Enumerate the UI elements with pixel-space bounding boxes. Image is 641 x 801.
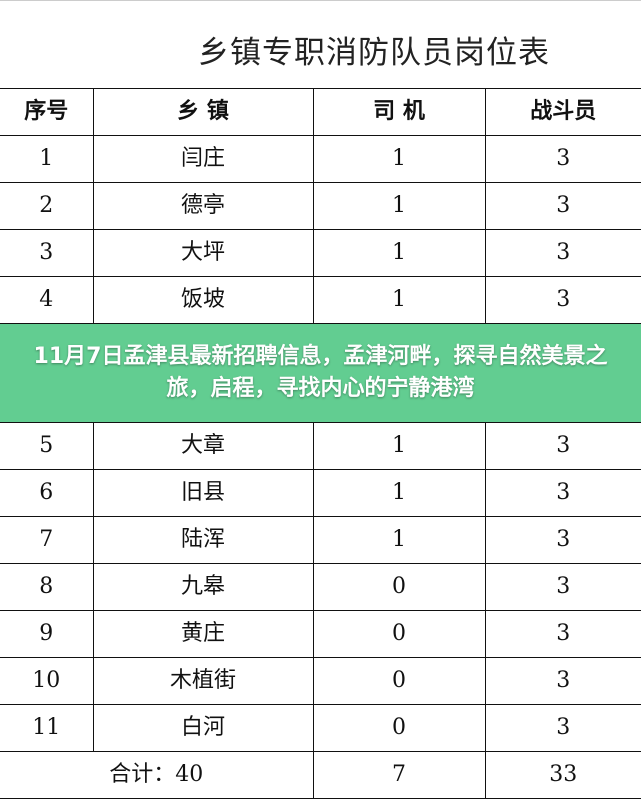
header-drivers: 司 机 (312, 88, 486, 136)
cell-fighters: 3 (484, 610, 641, 658)
total-fighters: 33 (484, 751, 641, 799)
cell-township: 大坪 (92, 229, 314, 277)
table-row: 3 大坪 1 3 (0, 229, 641, 277)
cell-fighters: 3 (484, 182, 641, 230)
total-drivers: 7 (312, 751, 486, 799)
banner-row: 11月7日孟津县最新招聘信息，孟津河畔，探寻自然美景之旅，启程，寻找内心的宁静港… (0, 323, 641, 423)
cell-drivers: 1 (312, 422, 486, 470)
cell-township: 饭坡 (92, 276, 314, 324)
cell-drivers: 1 (312, 276, 486, 324)
table-row: 1 闫庄 1 3 (0, 135, 641, 183)
cell-drivers: 1 (312, 135, 486, 183)
table-row: 5 大章 1 3 (0, 422, 641, 470)
cell-index: 10 (0, 657, 94, 705)
cell-drivers: 0 (312, 704, 486, 752)
cell-index: 1 (0, 135, 94, 183)
cell-township: 木植街 (92, 657, 314, 705)
cell-township: 旧县 (92, 469, 314, 517)
cell-township: 闫庄 (92, 135, 314, 183)
header-row: 序号 乡 镇 司 机 战斗员 (0, 88, 641, 136)
cell-township: 陆浑 (92, 516, 314, 564)
cell-fighters: 3 (484, 135, 641, 183)
cell-drivers: 1 (312, 469, 486, 517)
cell-drivers: 1 (312, 229, 486, 277)
table-row: 11 白河 0 3 (0, 704, 641, 752)
total-row: 合计：40 7 33 (0, 751, 641, 799)
cell-drivers: 0 (312, 657, 486, 705)
cell-drivers: 0 (312, 563, 486, 611)
header-fighters: 战斗员 (484, 88, 641, 136)
table-row: 6 旧县 1 3 (0, 469, 641, 517)
title-text: 乡镇专职消防队员岗位表 (198, 35, 550, 71)
cell-index: 6 (0, 469, 94, 517)
cell-fighters: 3 (484, 657, 641, 705)
cell-fighters: 3 (484, 563, 641, 611)
document-title: 乡镇专职消防队员岗位表 (0, 0, 641, 89)
cell-township: 德亭 (92, 182, 314, 230)
cell-township: 九皋 (92, 563, 314, 611)
cell-fighters: 3 (484, 229, 641, 277)
cell-township: 大章 (92, 422, 314, 470)
cell-drivers: 0 (312, 610, 486, 658)
table-row: 4 饭坡 1 3 (0, 276, 641, 324)
cell-index: 5 (0, 422, 94, 470)
cell-fighters: 3 (484, 276, 641, 324)
cell-index: 3 (0, 229, 94, 277)
cell-fighters: 3 (484, 516, 641, 564)
table-row: 9 黄庄 0 3 (0, 610, 641, 658)
cell-index: 9 (0, 610, 94, 658)
cell-fighters: 3 (484, 422, 641, 470)
cell-index: 2 (0, 182, 94, 230)
table-row: 7 陆浑 1 3 (0, 516, 641, 564)
positions-table: 序号 乡 镇 司 机 战斗员 1 闫庄 1 3 2 德亭 1 3 3 大坪 1 3 4 饭坡 1 3 11月7日… (0, 88, 641, 799)
table-row: 8 九皋 0 3 (0, 563, 641, 611)
cell-fighters: 3 (484, 469, 641, 517)
overlay-banner: 11月7日孟津县最新招聘信息，孟津河畔，探寻自然美景之旅，启程，寻找内心的宁静港… (0, 323, 641, 423)
cell-index: 7 (0, 516, 94, 564)
cell-drivers: 1 (312, 516, 486, 564)
total-label: 合计：40 (0, 751, 314, 799)
cell-fighters: 3 (484, 704, 641, 752)
cell-index: 8 (0, 563, 94, 611)
cell-drivers: 1 (312, 182, 486, 230)
table-row: 2 德亭 1 3 (0, 182, 641, 230)
cell-index: 4 (0, 276, 94, 324)
banner-text: 11月7日孟津县最新招聘信息，孟津河畔，探寻自然美景之旅，启程，寻找内心的宁静港… (33, 344, 608, 401)
cell-township: 黄庄 (92, 610, 314, 658)
header-township: 乡 镇 (92, 88, 314, 136)
cell-township: 白河 (92, 704, 314, 752)
cell-index: 11 (0, 704, 94, 752)
table-row: 10 木植街 0 3 (0, 657, 641, 705)
header-index: 序号 (0, 88, 94, 136)
